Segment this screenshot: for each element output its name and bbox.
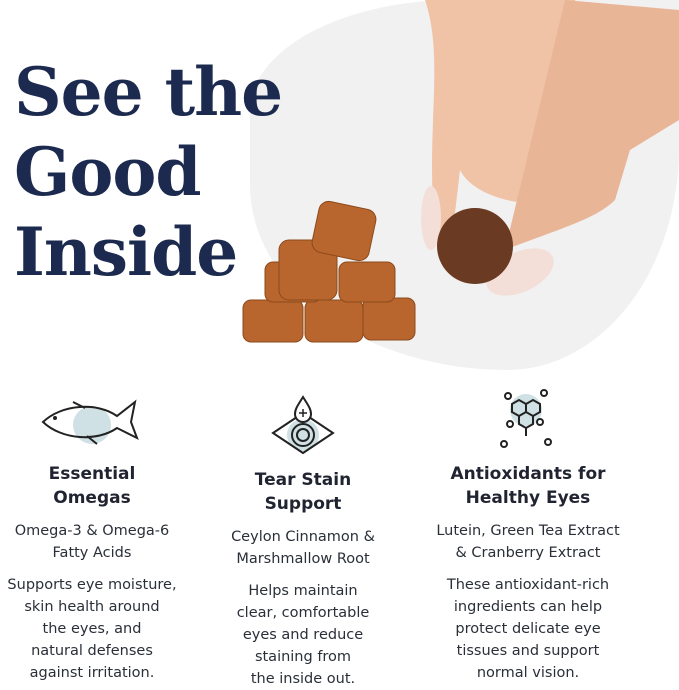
feature-omegas: Essential Omegas Omega-3 & Omega-6 Fatty A… [0,388,184,684]
feature-description: the inside out. [250,671,356,687]
feature-description: protect delicate eye [455,621,601,637]
eye-drop-icon [190,394,416,456]
hero-title: See the Good Inside [14,52,283,292]
feature-ingredients: Marshmallow Root [236,551,370,567]
feature-ingredients: Fatty Acids [52,545,132,561]
title-line: Good [14,133,202,211]
feature-heading: Antioxidants for [450,464,606,484]
feature-description: Helps maintain [248,583,358,599]
feature-description: staining from [254,649,352,665]
feature-heading: Tear Stain [254,470,352,490]
feature-tear-stain: Tear Stain Support Ceylon Cinnamon & Marsh… [190,394,416,690]
feature-description: tissues and support [456,643,600,659]
feature-description: clear, comfortable [236,605,370,621]
feature-description: ingredients can help [453,599,603,615]
chew-stack [242,200,416,343]
title-line: Inside [14,213,238,291]
feature-description: natural defenses [31,643,153,659]
feature-description: skin health around [24,599,160,615]
feature-description: normal vision. [476,665,580,681]
feature-ingredients: Omega-3 & Omega-6 [14,523,170,539]
feature-heading: Omegas [53,488,131,508]
feature-heading: Essential [48,464,136,484]
feature-ingredients: Lutein, Green Tea Extract [436,523,620,539]
feature-description: the eyes, and [42,621,142,637]
title-line: See the [14,53,283,131]
feature-heading: Support [264,494,342,514]
fish-icon [0,388,184,450]
molecule-icon [416,388,640,450]
feature-description: Supports eye moisture, [7,577,177,593]
chew-held [437,208,513,284]
feature-heading: Healthy Eyes [465,488,591,508]
feature-antioxidants: Antioxidants for Healthy Eyes Lutein, Gre… [416,388,640,684]
feature-ingredients: Ceylon Cinnamon & [231,529,375,545]
feature-description: These antioxidant-rich [446,577,610,593]
feature-ingredients: & Cranberry Extract [455,545,601,561]
product-photo [242,0,679,343]
feature-description: against irritation. [29,665,155,681]
feature-description: eyes and reduce [242,627,364,643]
